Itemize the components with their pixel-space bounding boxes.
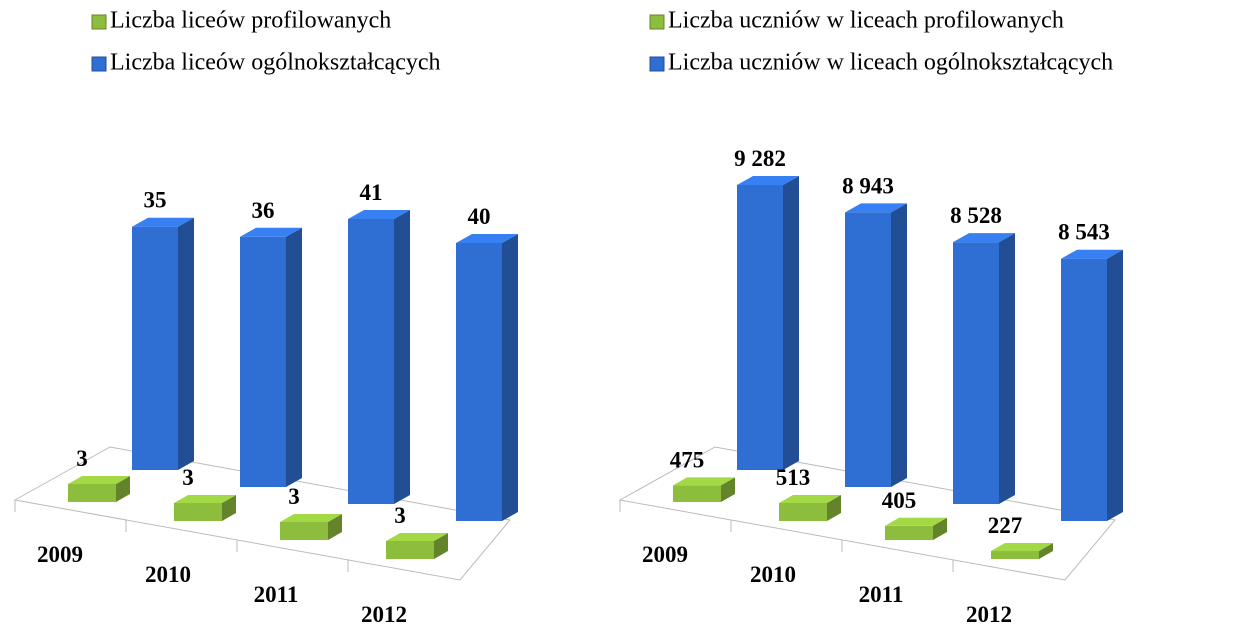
x-tick-label: 2009 bbox=[642, 542, 688, 567]
data-label: 9 282 bbox=[734, 146, 786, 171]
bar-side bbox=[502, 233, 518, 521]
bar-top bbox=[845, 203, 907, 213]
bar-side bbox=[328, 514, 342, 540]
bar-front bbox=[240, 236, 286, 487]
bar-top bbox=[779, 495, 841, 503]
bar-side bbox=[1039, 543, 1053, 559]
bar bbox=[456, 233, 518, 521]
x-tick-label: 2012 bbox=[966, 602, 1012, 626]
data-label: 3 bbox=[394, 503, 406, 528]
bar bbox=[348, 210, 410, 504]
bar bbox=[240, 227, 302, 487]
bar-front bbox=[991, 551, 1039, 559]
bar-front bbox=[348, 219, 394, 504]
bar-top bbox=[240, 227, 302, 237]
bar-top bbox=[280, 514, 342, 522]
bar-front bbox=[1061, 258, 1107, 521]
bar-top bbox=[348, 210, 410, 219]
bar bbox=[1061, 249, 1123, 522]
bar-side bbox=[891, 203, 907, 487]
data-label: 40 bbox=[468, 204, 491, 229]
bar bbox=[386, 533, 448, 559]
bar-side bbox=[999, 233, 1015, 505]
data-label: 41 bbox=[360, 180, 383, 205]
bar-side bbox=[116, 476, 130, 502]
bar-front bbox=[68, 484, 116, 502]
bar-top bbox=[386, 533, 448, 541]
bar bbox=[845, 203, 907, 487]
data-label: 8 528 bbox=[950, 203, 1002, 228]
bar-side bbox=[721, 477, 735, 502]
bar-side bbox=[286, 227, 302, 487]
bar-top bbox=[953, 233, 1015, 243]
bar bbox=[132, 217, 194, 470]
bar-front bbox=[386, 541, 434, 559]
bar-top bbox=[1061, 249, 1123, 259]
data-label: 3 bbox=[288, 484, 300, 509]
bar-front bbox=[737, 185, 783, 470]
bar-top bbox=[737, 176, 799, 185]
data-label: 475 bbox=[670, 447, 705, 472]
bar-side bbox=[394, 210, 410, 504]
bar bbox=[885, 517, 947, 540]
x-tick-label: 2011 bbox=[859, 582, 904, 607]
bar-front bbox=[673, 485, 721, 502]
legend-swatch bbox=[91, 14, 107, 30]
bar-top bbox=[991, 543, 1053, 552]
bar-top bbox=[673, 477, 735, 486]
legend-swatch bbox=[91, 56, 107, 72]
bar-side bbox=[827, 495, 841, 521]
floor bbox=[618, 446, 1116, 581]
data-label: 3 bbox=[76, 446, 88, 471]
x-tick-label: 2011 bbox=[254, 582, 299, 607]
bar-side bbox=[434, 533, 448, 559]
floor bbox=[13, 446, 511, 581]
bar bbox=[953, 233, 1015, 505]
bar-top bbox=[68, 476, 130, 484]
legend-swatch bbox=[649, 56, 665, 72]
bar-side bbox=[933, 517, 947, 540]
bar-front bbox=[174, 503, 222, 521]
data-label: 3 bbox=[182, 465, 194, 490]
bar-side bbox=[222, 495, 236, 521]
bar-top bbox=[885, 517, 947, 526]
bar-front bbox=[456, 242, 502, 521]
bar-side bbox=[178, 217, 194, 470]
legend-label: Liczba uczniów w liceach ogólnokształcąc… bbox=[668, 50, 1113, 76]
data-label: 35 bbox=[144, 188, 167, 213]
bar-top bbox=[456, 233, 518, 243]
bar-side bbox=[783, 176, 799, 470]
bar-front bbox=[845, 212, 891, 487]
bar-top bbox=[132, 217, 194, 227]
legend-label: Liczba liceów profilowanych bbox=[110, 8, 391, 34]
legend-swatch bbox=[649, 14, 665, 30]
legend-label: Liczba uczniów w liceach profilowanych bbox=[668, 8, 1064, 34]
legend-label: Liczba liceów ogólnokształcących bbox=[110, 50, 441, 76]
data-label: 8 543 bbox=[1058, 220, 1110, 245]
x-tick-label: 2010 bbox=[145, 562, 191, 587]
bar bbox=[737, 176, 799, 470]
bar-front bbox=[280, 522, 328, 540]
bar bbox=[673, 477, 735, 502]
bar-front bbox=[779, 503, 827, 521]
bar-top bbox=[174, 495, 236, 503]
bar-front bbox=[953, 242, 999, 505]
x-tick-label: 2012 bbox=[361, 602, 407, 626]
bar bbox=[174, 495, 236, 521]
bar bbox=[991, 543, 1053, 559]
data-label: 36 bbox=[252, 198, 275, 223]
bar-side bbox=[1107, 249, 1123, 522]
bar bbox=[68, 476, 130, 502]
bar bbox=[280, 514, 342, 540]
bar-front bbox=[132, 226, 178, 470]
bar bbox=[779, 495, 841, 521]
data-label: 405 bbox=[882, 488, 917, 513]
data-label: 8 943 bbox=[842, 173, 894, 198]
bar-front bbox=[885, 525, 933, 540]
data-label: 227 bbox=[988, 513, 1023, 538]
data-label: 513 bbox=[776, 465, 811, 490]
x-tick-label: 2010 bbox=[750, 562, 796, 587]
x-tick-label: 2009 bbox=[37, 542, 83, 567]
